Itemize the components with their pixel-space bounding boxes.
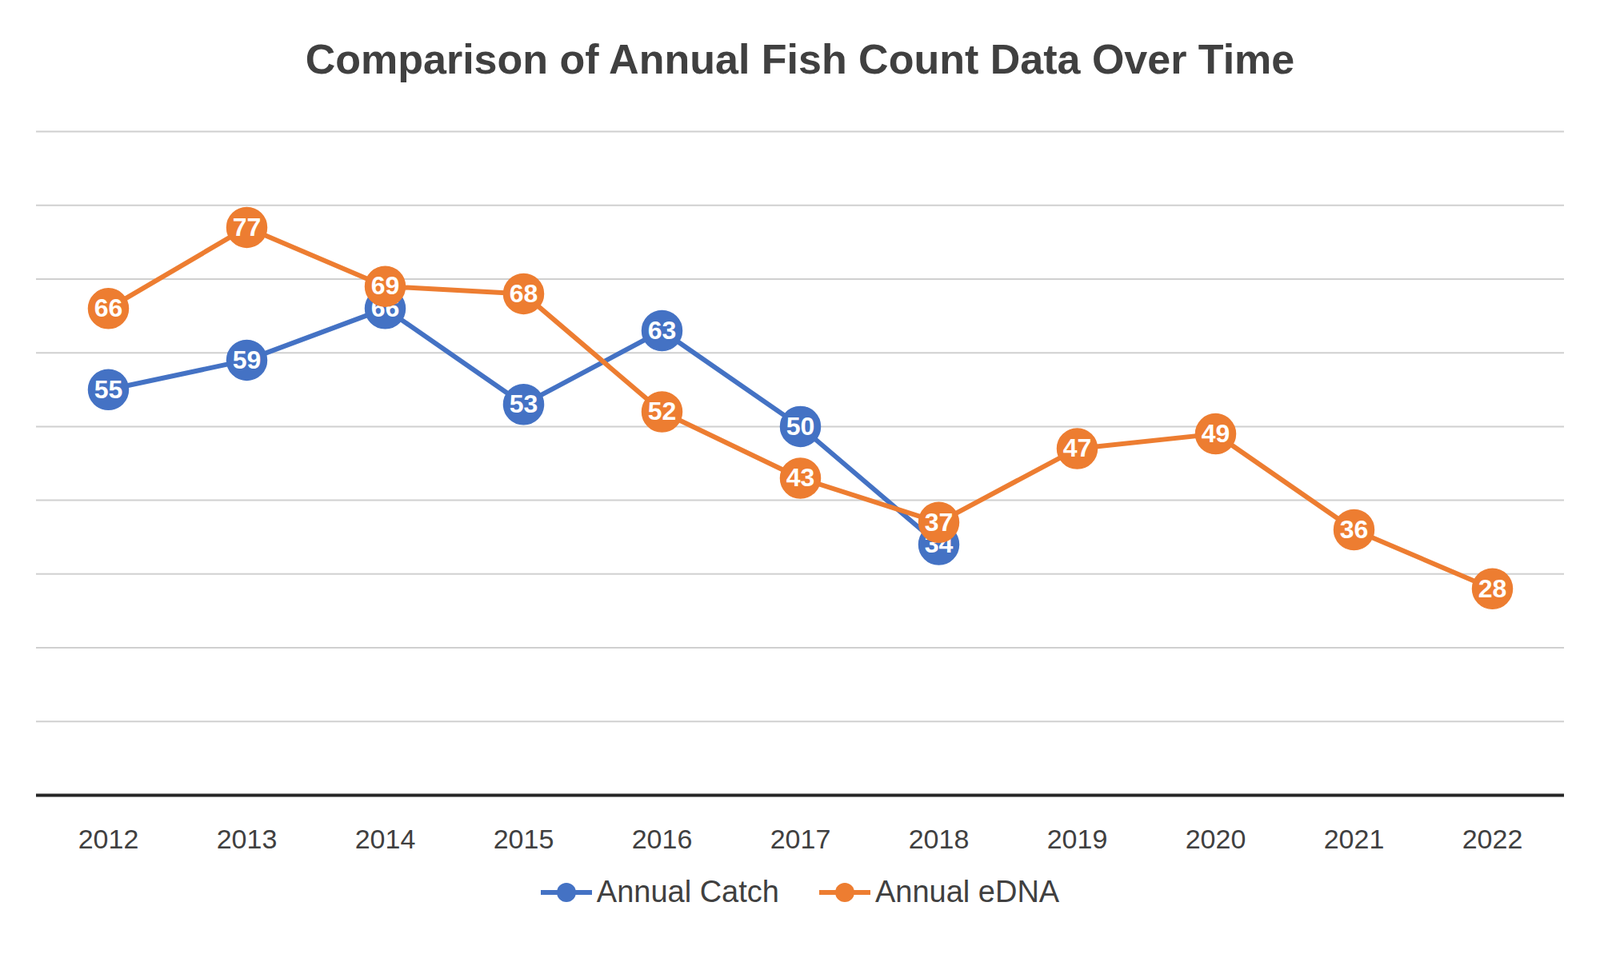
svg-text:34: 34	[924, 529, 954, 559]
svg-text:2015: 2015	[493, 824, 555, 855]
svg-text:2018: 2018	[908, 824, 970, 855]
svg-text:69: 69	[371, 271, 400, 300]
svg-text:2019: 2019	[1047, 824, 1108, 855]
svg-text:50: 50	[786, 412, 816, 441]
svg-text:2020: 2020	[1185, 824, 1247, 855]
svg-text:28: 28	[1478, 574, 1508, 604]
svg-text:47: 47	[1063, 433, 1092, 463]
svg-text:43: 43	[786, 463, 816, 492]
svg-text:63: 63	[648, 316, 677, 345]
html-text:Comparison of Annual Fish Coun: Comparison of Annual Fish Count Data Ove…	[305, 36, 1295, 83]
svg-text:55: 55	[94, 375, 124, 404]
svg-text:66: 66	[370, 293, 400, 323]
svg-text:2014: 2014	[355, 824, 416, 855]
svg-text:2017: 2017	[770, 824, 832, 855]
svg-text:2022: 2022	[1462, 824, 1524, 855]
svg-text:53: 53	[509, 389, 539, 419]
svg-text:68: 68	[509, 279, 539, 308]
svg-text:59: 59	[232, 345, 262, 375]
svg-text:2021: 2021	[1324, 824, 1385, 855]
svg-text:49: 49	[1201, 419, 1231, 448]
html-text:Annual eDNA: Annual eDNA	[875, 875, 1060, 909]
svg-text:52: 52	[648, 396, 677, 426]
svg-text:36: 36	[1340, 515, 1369, 544]
svg-text:2012: 2012	[78, 824, 140, 855]
svg-text:2013: 2013	[216, 824, 278, 855]
svg-text:77: 77	[232, 212, 262, 242]
html-text:Annual Catch: Annual Catch	[596, 875, 780, 909]
svg-text:2016: 2016	[632, 824, 693, 855]
svg-text:66: 66	[94, 293, 124, 323]
svg-text:37: 37	[924, 508, 954, 537]
